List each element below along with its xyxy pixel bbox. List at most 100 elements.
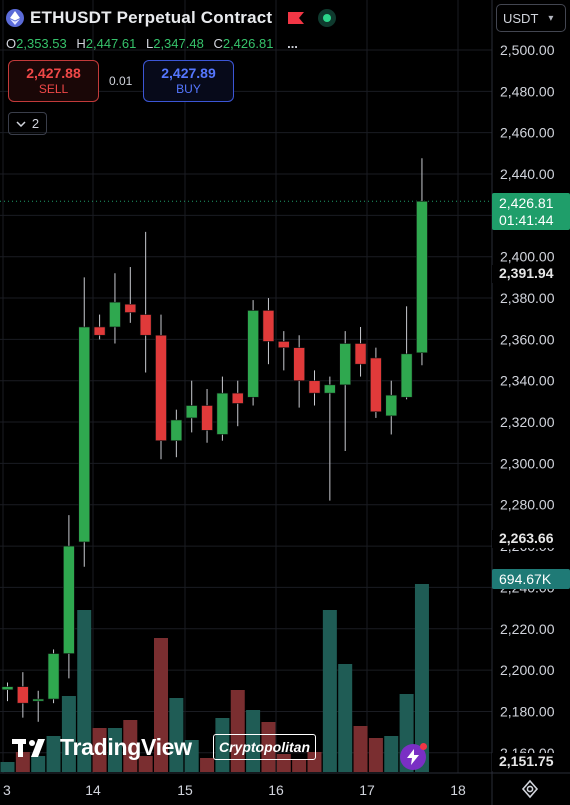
candle-body xyxy=(262,310,275,342)
price-tick-label: 2,500.00 xyxy=(500,42,555,58)
candle-body xyxy=(231,392,244,404)
sell-button[interactable]: 2,427.88 SELL xyxy=(8,60,99,102)
time-tick-label: 17 xyxy=(359,782,375,798)
price-tick-label: 2,340.00 xyxy=(500,373,555,389)
close-key: C xyxy=(213,36,223,51)
candle-body xyxy=(170,419,183,441)
channel-watermark: Cryptopolitan xyxy=(213,734,316,760)
flag-icon[interactable] xyxy=(288,12,305,24)
chevron-down-icon xyxy=(16,120,26,127)
volume-bar xyxy=(184,740,199,772)
candle-body xyxy=(201,405,213,431)
volume-bar xyxy=(307,752,322,772)
candle-body xyxy=(400,353,413,398)
candle-body xyxy=(1,686,14,691)
candle-body xyxy=(17,686,29,704)
volume-bar xyxy=(384,736,399,772)
candle-body xyxy=(277,341,290,348)
time-tick-label: 16 xyxy=(268,782,284,798)
price-tick-label: 2,280.00 xyxy=(500,497,555,513)
volume-bar xyxy=(368,738,383,772)
volume-bar xyxy=(92,728,107,772)
tradingview-brand: TradingView xyxy=(60,734,192,760)
candle-body xyxy=(416,200,428,354)
time-tick-label: 15 xyxy=(177,782,193,798)
volume-bar xyxy=(200,758,215,772)
volume-bar xyxy=(230,690,245,772)
volume-tag: 694.67K xyxy=(492,569,570,589)
indicators-toggle[interactable]: 2 xyxy=(8,112,47,135)
volume-bar xyxy=(246,710,261,772)
price-tick-label: 2,200.00 xyxy=(500,662,555,678)
volume-bar xyxy=(338,664,353,772)
volume-bar xyxy=(322,610,337,772)
volume-bar xyxy=(414,584,429,772)
sell-label: SELL xyxy=(38,82,69,96)
candle-countdown: 01:41:44 xyxy=(499,212,554,228)
currency-selector[interactable]: USDT ▾ xyxy=(496,4,566,32)
candle-body xyxy=(339,343,352,386)
volume-bar xyxy=(215,718,230,772)
candle-body xyxy=(63,545,75,654)
ohlc-readout: O2,353.53 H2,447.61 L2,347.48 C2,426.81 … xyxy=(6,36,298,51)
high-key: H xyxy=(76,36,86,51)
price-level-label: 2,151.75 xyxy=(492,753,570,771)
low-key: L xyxy=(145,36,154,51)
indicators-count: 2 xyxy=(31,116,40,131)
price-tick-label: 2,380.00 xyxy=(500,290,555,306)
volume-bar xyxy=(61,696,76,772)
high-value: 2,447.61 xyxy=(85,36,137,51)
volume-bar xyxy=(154,638,168,772)
candle-body xyxy=(109,301,121,328)
currency-value: USDT xyxy=(503,10,539,26)
symbol-title[interactable]: ETHUSDT Perpetual Contract xyxy=(30,8,273,27)
tradingview-logo-icon xyxy=(12,738,45,757)
last-price-tag: 2,426.81 01:41:44 xyxy=(492,193,570,230)
volume-bar xyxy=(0,762,15,772)
volume-bar xyxy=(31,756,46,772)
settings-icon[interactable] xyxy=(520,779,540,799)
volume-bar xyxy=(276,754,291,772)
candle-body xyxy=(155,334,167,441)
market-status-icon[interactable] xyxy=(318,9,337,27)
candle-body xyxy=(247,310,259,398)
candle-body xyxy=(185,405,198,419)
time-tick-label: 18 xyxy=(450,782,466,798)
candle-body xyxy=(93,326,106,336)
sell-price: 2,427.88 xyxy=(26,65,81,81)
tradingview-watermark: TradingView xyxy=(12,734,192,761)
buy-label: BUY xyxy=(176,82,201,96)
volume-bar xyxy=(107,728,122,772)
candle-body xyxy=(32,698,45,702)
candle-body xyxy=(308,380,321,394)
notification-dot xyxy=(420,743,427,750)
candle-body xyxy=(124,303,137,313)
candle-body xyxy=(216,392,229,435)
candle-body xyxy=(354,343,367,365)
buy-price: 2,427.89 xyxy=(161,65,216,81)
spread-value: 0.01 xyxy=(109,74,133,88)
candle-body xyxy=(324,384,336,394)
more-button[interactable]: ... xyxy=(287,36,298,51)
candle-body xyxy=(385,394,398,417)
price-tick-label: 2,480.00 xyxy=(500,83,555,99)
ethereum-icon xyxy=(6,9,24,27)
last-price-value: 2,426.81 xyxy=(499,195,554,211)
time-tick-label: 14 xyxy=(85,782,101,798)
volume-bar xyxy=(15,752,30,772)
price-tick-label: 2,360.00 xyxy=(500,331,555,347)
price-tick-label: 2,400.00 xyxy=(500,249,555,265)
volume-bar xyxy=(46,736,61,772)
price-tick-label: 2,180.00 xyxy=(500,703,555,719)
alert-bolt-icon[interactable] xyxy=(400,743,427,770)
open-key: O xyxy=(6,36,17,51)
price-level-label: 2,391.94 xyxy=(492,265,570,283)
time-tick-label: 3 xyxy=(3,782,11,798)
chevron-down-icon: ▾ xyxy=(548,12,554,24)
volume-bar xyxy=(123,720,138,772)
buy-button[interactable]: 2,427.89 BUY xyxy=(143,60,234,102)
candle-body xyxy=(370,357,382,413)
candle-body xyxy=(47,653,60,700)
volume-bar xyxy=(169,698,184,772)
